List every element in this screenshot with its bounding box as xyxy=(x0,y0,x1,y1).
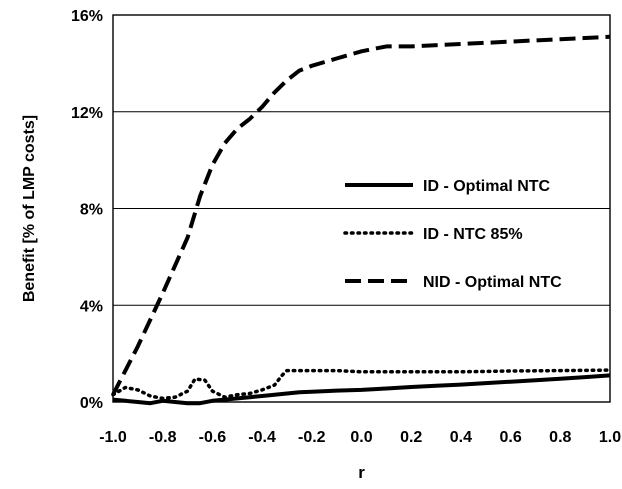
x-tick-label: -1.0 xyxy=(99,429,127,446)
x-tick-label: 0.0 xyxy=(350,429,372,446)
legend-label: ID - NTC 85% xyxy=(423,226,523,243)
y-axis-label: Benefit [% of LMP costs] xyxy=(21,115,38,302)
x-axis-label: r xyxy=(358,463,365,482)
x-tick-label: -0.6 xyxy=(199,429,227,446)
y-tick-labels: 0% 4% 8% 12% 16% xyxy=(71,8,103,412)
gridlines xyxy=(113,111,610,306)
plot-frame xyxy=(112,14,611,403)
x-tick-label: 1.0 xyxy=(599,429,621,446)
legend-label: ID - Optimal NTC xyxy=(423,178,551,195)
x-tick-label: 0.8 xyxy=(549,429,571,446)
x-tick-label: 0.6 xyxy=(499,429,521,446)
x-tick-label: 0.2 xyxy=(400,429,422,446)
y-tick-label: 8% xyxy=(80,202,103,219)
x-tick-label: 0.4 xyxy=(450,429,472,446)
series-line xyxy=(111,368,612,401)
x-tick-label: -0.8 xyxy=(149,429,177,446)
series-line xyxy=(112,373,611,406)
legend-label: NID - Optimal NTC xyxy=(423,274,562,291)
x-tick-label: -0.4 xyxy=(248,429,276,446)
series-layer xyxy=(111,34,612,406)
y-tick-label: 12% xyxy=(71,105,103,122)
legend: ID - Optimal NTC ID - NTC 85% NID - Optima… xyxy=(343,178,562,291)
series-line xyxy=(111,34,611,396)
y-tick-label: 16% xyxy=(71,8,103,25)
x-tick-labels: -1.0 -0.8 -0.6 -0.4 -0.2 0.0 0.2 0.4 0.6 0.8 1.0 xyxy=(99,429,621,446)
y-tick-label: 4% xyxy=(80,298,103,315)
y-tick-label: 0% xyxy=(80,395,103,412)
x-tick-label: -0.2 xyxy=(298,429,326,446)
